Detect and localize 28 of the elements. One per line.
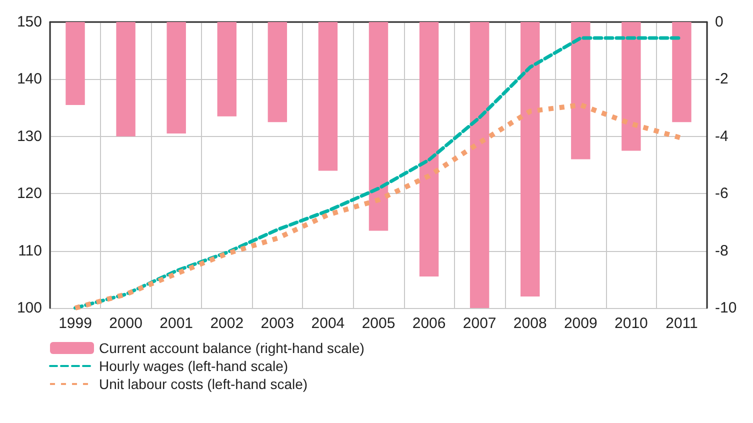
y2-tick-label: -6 — [715, 185, 728, 202]
x-tick-label: 2002 — [210, 315, 244, 332]
x-tick-label: 2006 — [412, 315, 446, 332]
y-tick-label: 150 — [16, 14, 42, 30]
y-tick-label: 110 — [18, 242, 42, 260]
y-tick-label: 130 — [16, 128, 42, 145]
legend-label: Current account balance (right-hand scale) — [99, 340, 364, 356]
y-tick-label: 120 — [16, 185, 42, 202]
x-tick-label: 2004 — [311, 315, 345, 332]
x-tick-label: 2011 — [666, 315, 698, 332]
x-tick-label: 2003 — [260, 315, 294, 332]
y2-tick-label: -2 — [715, 70, 728, 88]
legend-label: Hourly wages (left-hand scale) — [99, 358, 288, 374]
y-tick-label: 140 — [16, 70, 42, 88]
legend-label: Unit labour costs (left-hand scale) — [99, 376, 308, 392]
x-tick-label: 1999 — [58, 315, 92, 332]
y2-tick-label: -10 — [715, 300, 737, 316]
x-tick-label: 2008 — [513, 315, 547, 332]
x-tick-label: 2001 — [160, 315, 194, 332]
y2-tick-label: -4 — [715, 128, 728, 145]
x-tick-label: 2009 — [564, 315, 598, 332]
y-tick-label: 100 — [16, 300, 42, 316]
y2-tick-label: 0 — [715, 14, 724, 30]
x-tick-label: 2007 — [462, 315, 496, 332]
x-tick-label: 2005 — [362, 315, 396, 332]
x-tick-label: 2010 — [614, 315, 648, 332]
y2-tick-label: -8 — [715, 242, 728, 260]
x-tick-label: 2000 — [109, 315, 142, 332]
